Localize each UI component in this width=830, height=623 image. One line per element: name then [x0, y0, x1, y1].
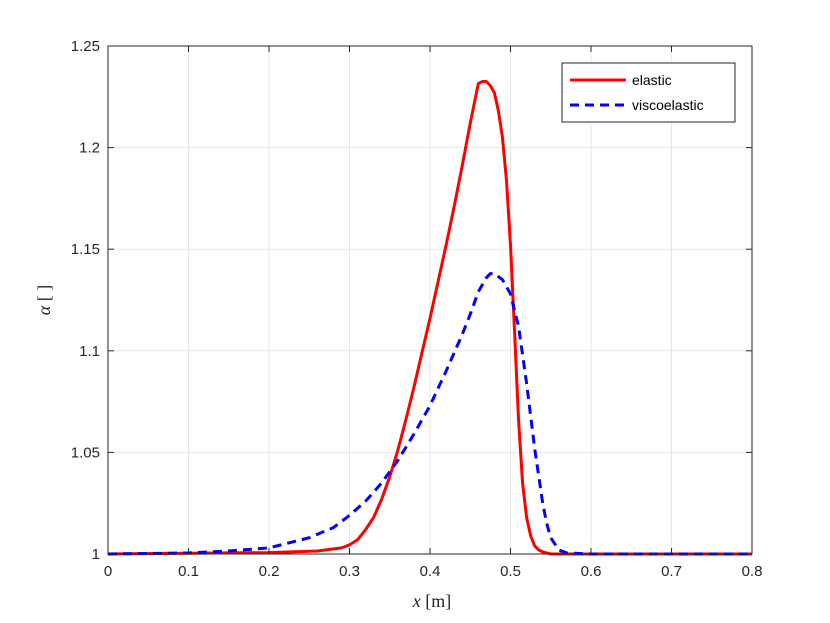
x-tick-label: 0.8 — [742, 563, 763, 580]
x-tick-label: 0.2 — [259, 563, 280, 580]
x-axis-unit: [m] — [425, 591, 451, 611]
x-tick-label: 0.5 — [500, 563, 521, 580]
x-tick-label: 0.1 — [178, 563, 199, 580]
legend-box — [561, 62, 736, 123]
ticks: 0 0.1 0.2 0.3 0.4 0.5 0.6 0.7 0.8 1 1.05 1.1 1.15 1.2… — [71, 38, 763, 580]
y-tick-label: 1.2 — [79, 140, 100, 157]
legend-label-elastic: elastic — [632, 72, 672, 88]
grid — [108, 46, 752, 554]
x-tick-label: 0.6 — [581, 563, 602, 580]
y-axis-title: α [ ] — [34, 285, 54, 315]
y-axis-variable: α — [34, 305, 54, 315]
x-axis-variable: x — [412, 591, 421, 611]
x-tick-label: 0.7 — [661, 563, 682, 580]
series-layer — [107, 80, 752, 556]
series-line-viscoelastic — [107, 272, 752, 556]
y-tick-label: 1.05 — [71, 444, 100, 461]
series-line-elastic — [107, 80, 752, 556]
y-tick-label: 1.1 — [79, 343, 100, 360]
x-tick-label: 0.4 — [420, 563, 441, 580]
x-tick-label: 0.3 — [339, 563, 360, 580]
x-axis-title: x [m] — [412, 591, 452, 611]
y-tick-label: 1 — [92, 546, 100, 563]
y-tick-label: 1.25 — [71, 38, 100, 55]
y-tick-label: 1.15 — [71, 241, 100, 258]
x-tick-label: 0 — [104, 563, 112, 580]
legend-label-viscoelastic: viscoelastic — [632, 97, 704, 113]
y-axis-unit: [ ] — [34, 285, 54, 302]
legend: elastic viscoelastic — [561, 62, 736, 123]
